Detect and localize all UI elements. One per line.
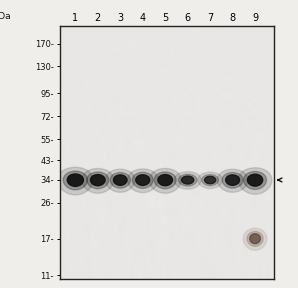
Ellipse shape [247, 174, 263, 186]
Ellipse shape [128, 169, 158, 193]
Ellipse shape [243, 171, 266, 190]
Ellipse shape [91, 175, 105, 186]
Ellipse shape [136, 175, 150, 185]
Ellipse shape [110, 173, 130, 188]
Ellipse shape [114, 175, 127, 185]
Ellipse shape [226, 175, 240, 185]
Ellipse shape [204, 176, 216, 184]
Ellipse shape [198, 172, 223, 189]
Ellipse shape [149, 168, 181, 193]
Ellipse shape [154, 172, 176, 189]
Ellipse shape [58, 167, 93, 195]
Ellipse shape [67, 174, 83, 186]
Ellipse shape [243, 228, 267, 250]
Ellipse shape [158, 175, 173, 186]
Ellipse shape [181, 176, 194, 184]
Ellipse shape [132, 172, 153, 188]
Ellipse shape [222, 173, 243, 188]
Ellipse shape [238, 168, 272, 194]
Ellipse shape [174, 172, 201, 189]
Ellipse shape [202, 175, 218, 186]
Ellipse shape [87, 172, 109, 189]
Ellipse shape [82, 168, 114, 193]
Text: kDa: kDa [0, 12, 10, 21]
Ellipse shape [179, 174, 197, 186]
Ellipse shape [105, 169, 135, 192]
Ellipse shape [63, 171, 87, 190]
Ellipse shape [250, 234, 260, 244]
Ellipse shape [247, 232, 263, 247]
Ellipse shape [217, 169, 248, 192]
